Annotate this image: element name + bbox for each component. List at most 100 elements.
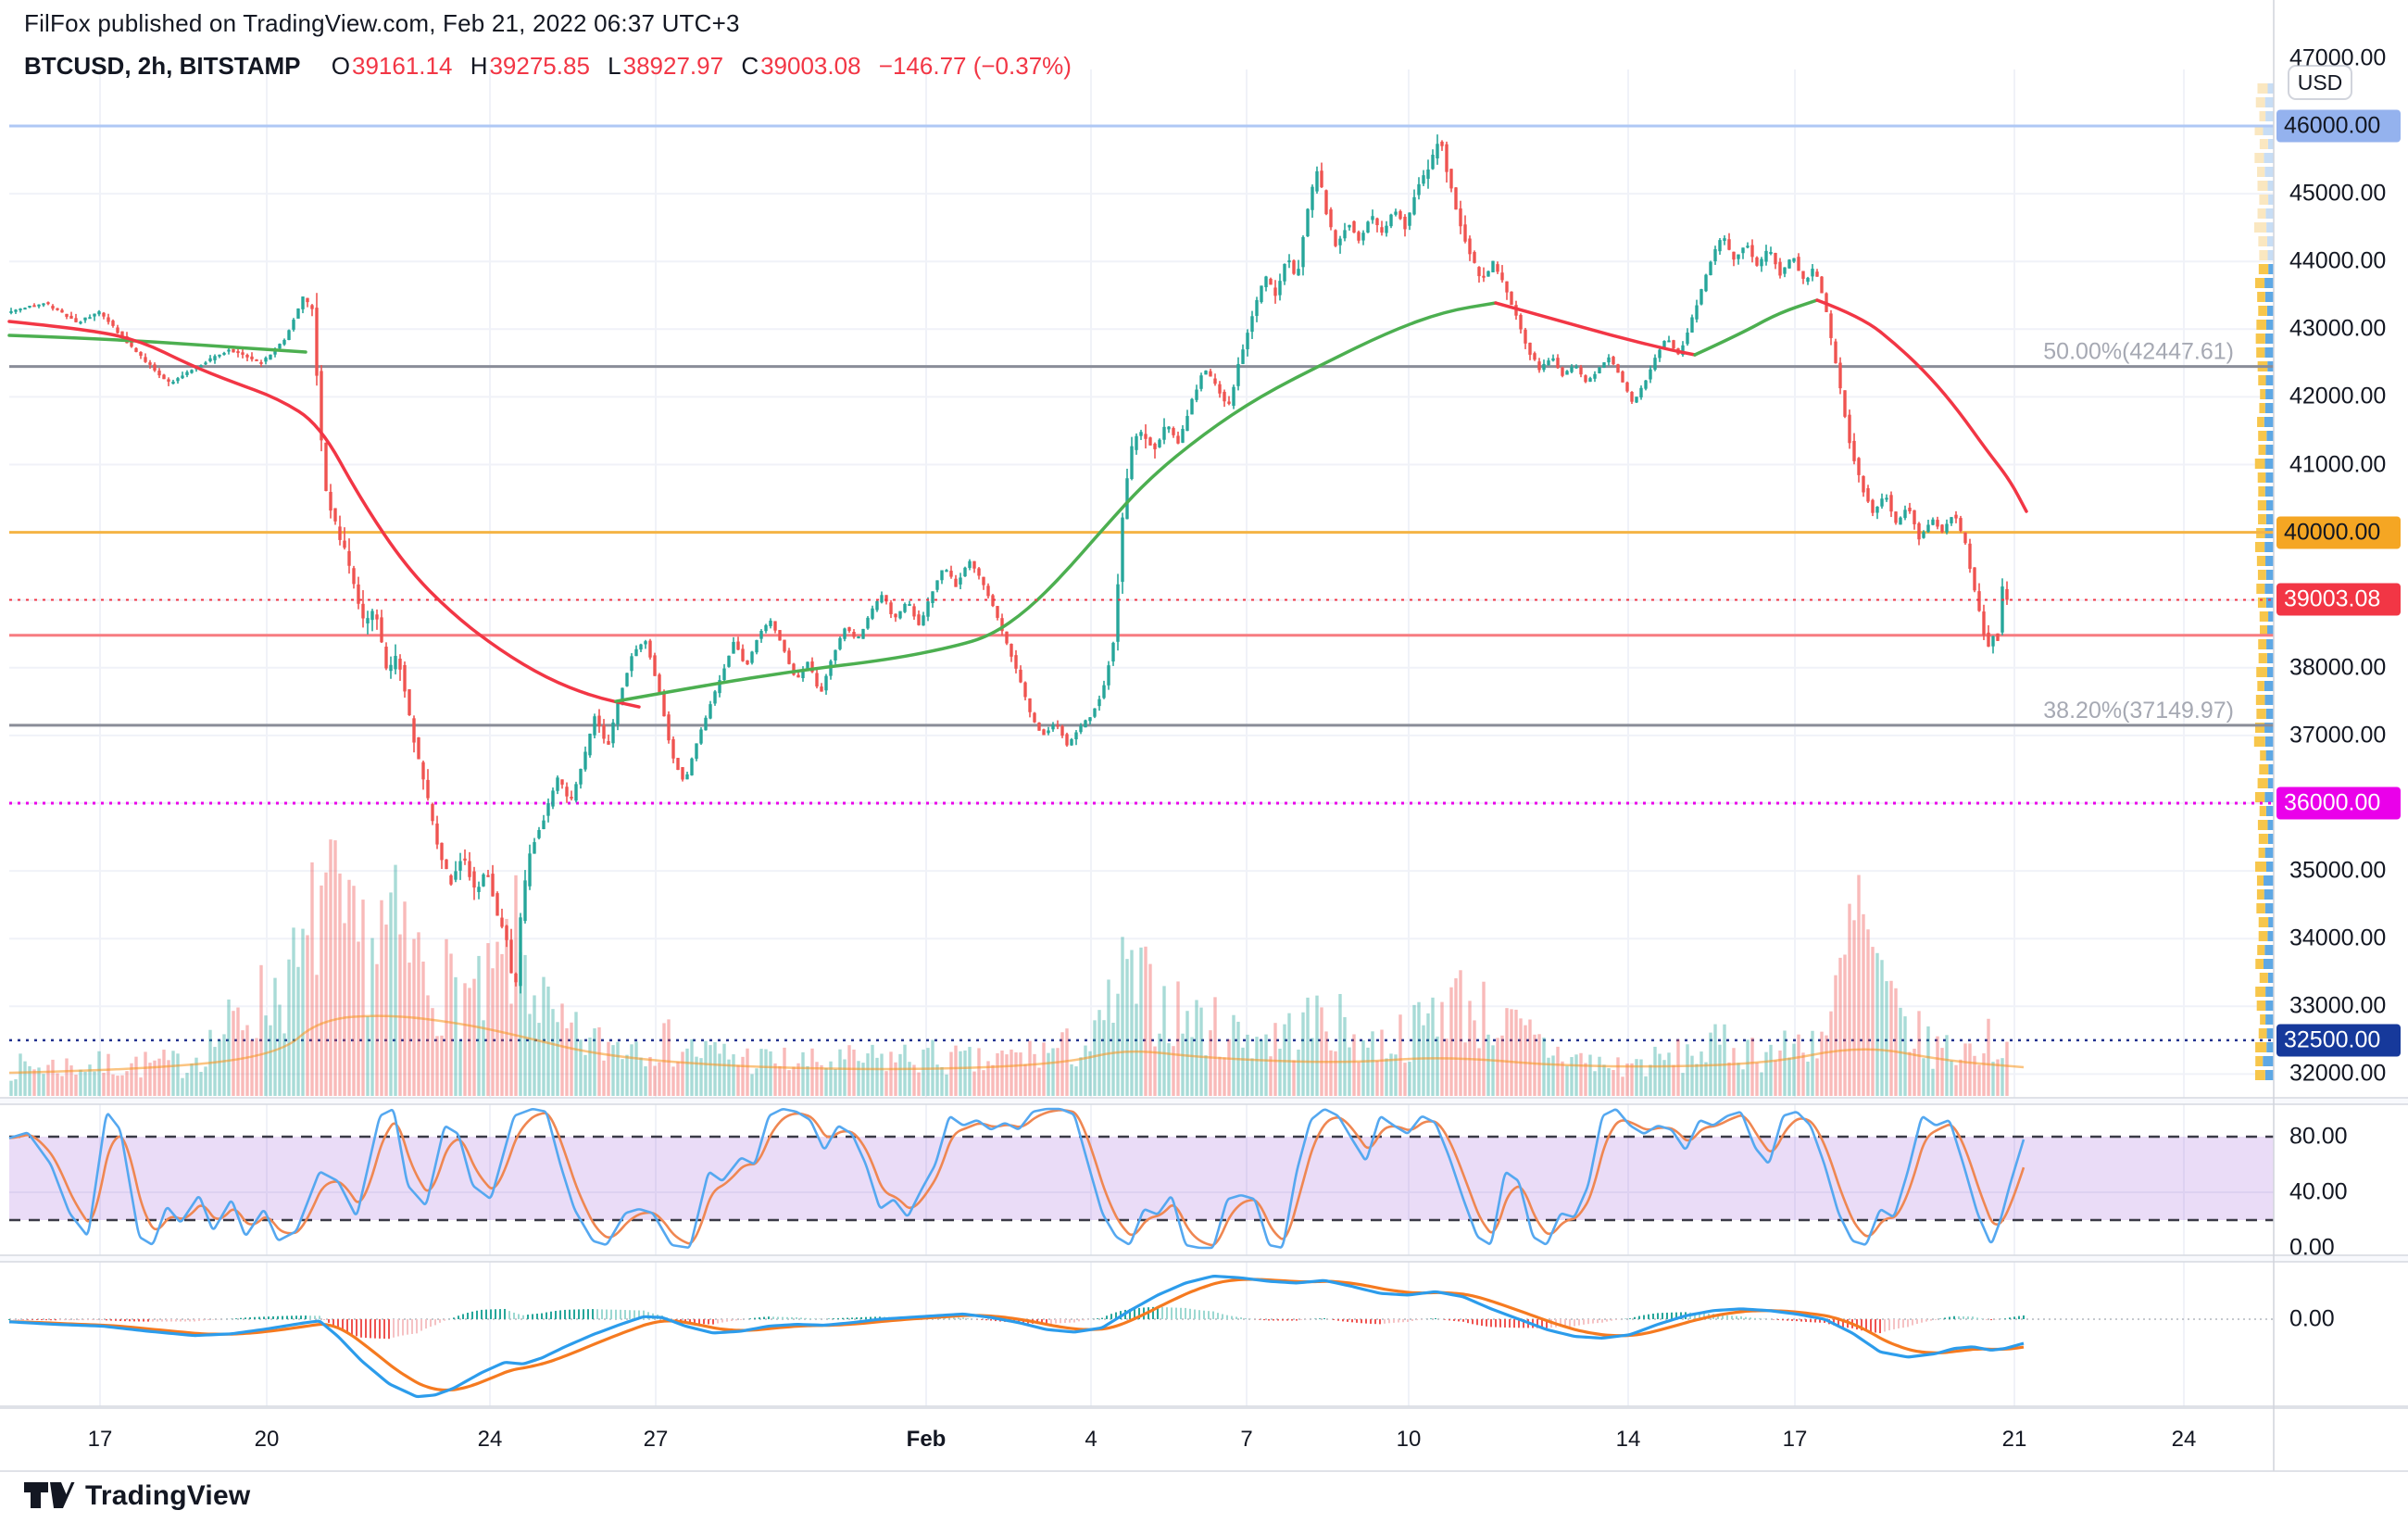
volume-bar: [144, 1051, 147, 1096]
macd-histogram-bar: [1574, 1319, 1575, 1327]
candle-body: [1385, 225, 1388, 233]
candle-body: [1542, 363, 1546, 371]
candle-body: [1533, 353, 1536, 360]
volume-bar: [1718, 1044, 1722, 1096]
volume-bar: [343, 923, 346, 1096]
volume-bar: [495, 941, 499, 1096]
ma-segment-down: [1815, 298, 2028, 513]
candle-body: [338, 526, 342, 540]
macd-histogram-bar: [967, 1318, 969, 1319]
volume-bar: [616, 1041, 620, 1096]
volume-bar: [1260, 1039, 1263, 1096]
candle-body: [1973, 567, 1976, 591]
stochastic-axis-label: 80.00: [2289, 1123, 2348, 1150]
candle-body: [1445, 144, 1449, 172]
candle-body: [1209, 371, 1212, 377]
candle-body: [1968, 543, 1972, 569]
candle-body: [546, 803, 550, 816]
candle-body: [644, 641, 647, 645]
candle-body: [102, 312, 106, 317]
volume-bar: [1436, 1036, 1439, 1096]
volume-bar: [746, 1048, 749, 1096]
published-attribution: FilFox published on TradingView.com, Feb…: [24, 9, 740, 37]
volume-profile-buy-bar: [2264, 417, 2274, 427]
candle-body: [97, 311, 101, 315]
candle-body: [269, 354, 272, 360]
candle-body: [366, 618, 370, 623]
candle-body: [421, 762, 425, 780]
candle-body: [1584, 375, 1587, 383]
candle-body: [1449, 169, 1453, 189]
currency-toggle-button[interactable]: USD: [2288, 65, 2352, 100]
volume-profile-buy-bar: [2264, 542, 2274, 552]
macd-histogram-bar: [314, 1315, 316, 1319]
volume-bar: [1797, 1034, 1800, 1096]
candle-body: [1213, 378, 1217, 384]
volume-profile-sell-bar: [2256, 709, 2266, 719]
volume-bar: [704, 1040, 708, 1096]
volume-bar: [440, 1035, 444, 1096]
volume-bar: [676, 1062, 680, 1096]
candle-body: [630, 656, 633, 672]
volume-bar: [1537, 1034, 1541, 1096]
macd-histogram-bar: [809, 1318, 811, 1319]
candle-body: [1760, 258, 1763, 267]
macd-histogram-bar: [703, 1319, 705, 1325]
macd-histogram-bar: [1365, 1319, 1367, 1324]
volume-bar: [232, 1011, 235, 1096]
macd-histogram-bar: [527, 1315, 529, 1319]
candle-body: [1380, 227, 1384, 233]
candle-body: [1899, 517, 1902, 525]
volume-bar: [23, 1061, 27, 1096]
macd-histogram-bar: [365, 1319, 367, 1339]
macd-histogram-bar: [69, 1319, 70, 1321]
volume-profile-sell-bar: [2256, 584, 2265, 594]
candle-body: [1954, 514, 1958, 519]
macd-histogram-bar: [587, 1309, 589, 1319]
candle-body: [1635, 396, 1638, 403]
volume-profile-buy-bar: [2265, 709, 2274, 719]
candle-body: [1352, 220, 1356, 233]
candle-body: [333, 508, 337, 522]
volume-bar: [213, 1047, 217, 1096]
macd-histogram-bar: [1916, 1319, 1918, 1325]
symbol-legend[interactable]: BTCUSD, 2h, BITSTAMP O39161.14 H39275.85…: [24, 52, 1072, 81]
footer-brand[interactable]: TradingView: [22, 1479, 250, 1514]
candle-body: [227, 349, 231, 352]
candle-body: [1088, 717, 1092, 722]
volume-bar: [1829, 1011, 1833, 1096]
candle-body: [750, 651, 754, 663]
volume-bar: [1551, 1055, 1555, 1096]
candle-body: [162, 374, 166, 380]
volume-bar: [1343, 1016, 1347, 1096]
volume-bar: [977, 1048, 981, 1096]
volume-bar: [1148, 963, 1152, 1096]
macd-histogram-bar: [1499, 1319, 1501, 1328]
price-badge-36000.00: 36000.00: [2276, 787, 2401, 820]
ma-segment-down: [1494, 301, 1697, 357]
volume-bar: [519, 952, 522, 1096]
volume-profile-buy-bar: [2267, 931, 2274, 941]
volume-profile-buy-bar: [2268, 195, 2274, 205]
volume-bar: [1913, 1049, 1916, 1096]
volume-profile-sell-bar: [2255, 1056, 2264, 1066]
candle-body: [412, 718, 416, 743]
candle-body: [384, 647, 388, 669]
candle-body: [727, 655, 731, 667]
volume-bar: [630, 1044, 633, 1096]
volume-bar: [500, 953, 504, 1096]
volume-bar: [1533, 1034, 1536, 1096]
candle-body: [1093, 708, 1097, 717]
volume-bar: [1820, 1031, 1824, 1096]
volume-bar: [857, 1061, 860, 1096]
volume-bar: [1686, 1044, 1689, 1096]
macd-histogram-bar: [1453, 1319, 1455, 1321]
candle-body: [759, 630, 763, 639]
volume-bar: [903, 1044, 907, 1096]
macd-histogram-bar: [1379, 1319, 1381, 1325]
volume-bar: [1056, 1048, 1060, 1096]
volume-profile-sell-bar: [2255, 862, 2266, 872]
macd-histogram-bar: [1745, 1316, 1747, 1319]
volume-profile-buy-bar: [2267, 778, 2274, 788]
